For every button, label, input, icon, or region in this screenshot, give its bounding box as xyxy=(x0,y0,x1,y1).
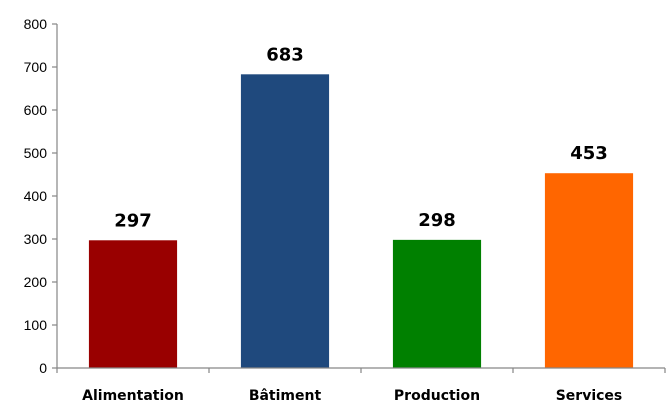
y-tick-label: 400 xyxy=(24,188,48,204)
y-tick-label: 0 xyxy=(39,360,47,376)
bar-alimentation xyxy=(88,240,178,368)
y-tick-label: 300 xyxy=(24,231,48,247)
bars: 297 683 298 453 xyxy=(88,44,634,368)
data-label: 297 xyxy=(114,210,152,231)
y-tick-label: 800 xyxy=(24,16,48,32)
bar-production xyxy=(392,239,482,368)
x-tick-label: Bâtiment xyxy=(249,388,322,403)
bar-b-timent xyxy=(240,74,330,368)
data-label: 298 xyxy=(418,210,456,231)
x-axis: Alimentation Bâtiment Production Services xyxy=(56,367,666,403)
data-label: 453 xyxy=(570,143,608,164)
y-axis: 0 100 200 300 400 500 600 700 800 xyxy=(24,16,58,376)
y-tick-label: 200 xyxy=(24,274,48,290)
y-tick-label: 100 xyxy=(24,317,48,333)
x-tick-label: Services xyxy=(556,388,623,403)
bar-services xyxy=(544,173,634,368)
data-label: 683 xyxy=(266,44,304,65)
y-tick-label: 600 xyxy=(24,102,48,118)
y-tick-label: 500 xyxy=(24,145,48,161)
x-tick-label: Production xyxy=(394,388,480,403)
x-tick-label: Alimentation xyxy=(82,388,184,403)
y-tick-label: 700 xyxy=(24,59,48,75)
